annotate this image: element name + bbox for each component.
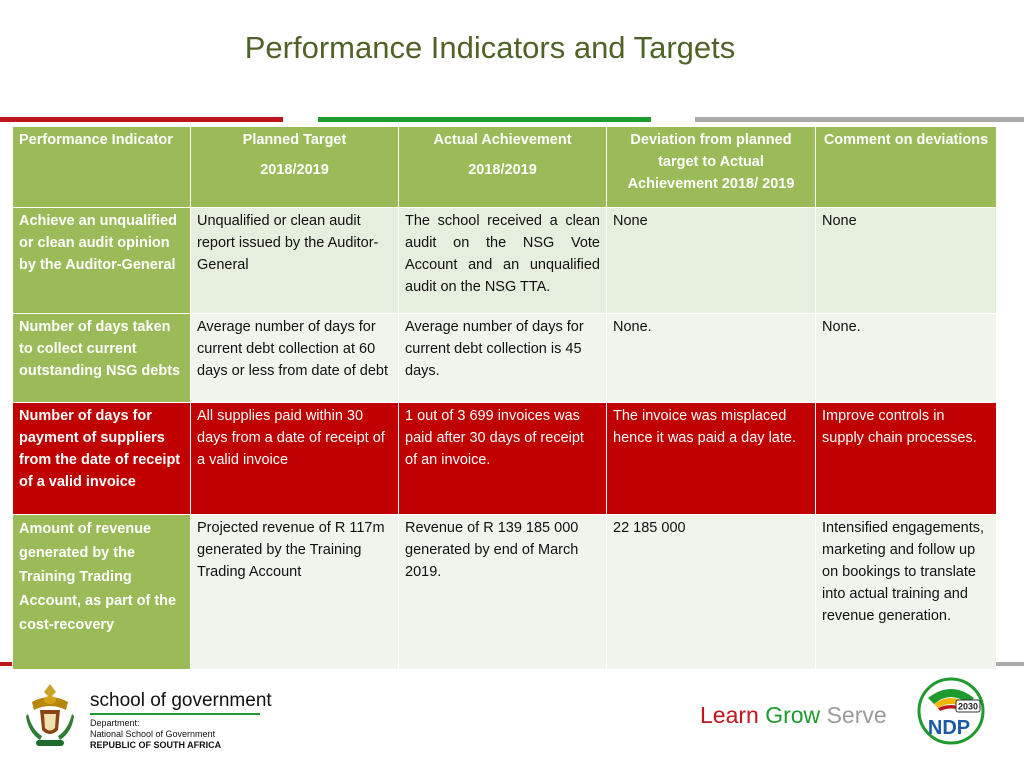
row-planned: Projected revenue of R 117m generated by…	[190, 514, 399, 670]
divider-red	[0, 117, 283, 122]
row-deviation: None	[606, 207, 816, 314]
row-indicator: Number of days taken to collect current …	[12, 313, 191, 403]
row-comment: None	[815, 207, 997, 314]
header-indicator: Performance Indicator	[12, 126, 191, 208]
tagline-grow: Grow	[765, 702, 821, 728]
footer-divider-gray	[996, 662, 1024, 666]
tagline: Learn Grow Serve	[700, 702, 887, 729]
row-indicator: Achieve an unqualified or clean audit op…	[12, 207, 191, 314]
page-title: Performance Indicators and Targets	[244, 30, 736, 65]
tagline-learn: Learn	[700, 702, 759, 728]
performance-table: Performance Indicator Planned Target 2018…	[12, 126, 997, 670]
row-actual: Average number of days for current debt …	[398, 313, 607, 403]
ndp-text: NDP	[928, 717, 970, 739]
row-actual: Revenue of R 139 185 000 generated by en…	[398, 514, 607, 670]
row-comment: Intensified engagements, marketing and f…	[815, 514, 997, 670]
org-name: school of government	[90, 690, 272, 711]
ndp-logo: 2030 NDP	[917, 677, 985, 745]
footer-divider-red	[0, 662, 12, 666]
row-indicator: Number of days for payment of suppliers …	[12, 402, 191, 515]
header-comment: Comment on deviations	[815, 126, 997, 208]
row-actual: 1 out of 3 699 invoices was paid after 3…	[398, 402, 607, 515]
row-deviation: 22 185 000	[606, 514, 816, 670]
header-deviation: Deviation from planned target to Actual …	[606, 126, 816, 208]
country-name: REPUBLIC OF SOUTH AFRICA	[90, 740, 222, 750]
divider-green	[318, 117, 651, 122]
header-actual: Actual Achievement 2018/2019	[398, 126, 607, 208]
header-actual-year: 2018/2019	[468, 162, 537, 178]
row-indicator: Amount of revenue generated by the Train…	[12, 514, 191, 670]
coat-of-arms-logo	[26, 684, 74, 746]
ndp-year: 2030	[958, 702, 978, 712]
table-row: Number of days taken to collect current …	[12, 313, 997, 403]
table-header-row: Performance Indicator Planned Target 2018…	[12, 126, 997, 208]
divider-gray	[695, 117, 1024, 122]
row-deviation: None.	[606, 313, 816, 403]
row-comment: None.	[815, 313, 997, 403]
department-label: Department:	[90, 718, 140, 728]
tagline-serve: Serve	[826, 702, 887, 728]
org-underline	[90, 713, 260, 715]
row-planned: Unqualified or clean audit report issued…	[190, 207, 399, 314]
department-name: National School of Government	[90, 729, 216, 739]
row-planned: All supplies paid within 30 days from a …	[190, 402, 399, 515]
header-planned-year: 2018/2019	[260, 162, 329, 178]
row-deviation: The invoice was misplaced hence it was p…	[606, 402, 816, 515]
header-planned: Planned Target 2018/2019	[190, 126, 399, 208]
department-info: Department: National School of Governmen…	[90, 718, 221, 751]
row-planned: Average number of days for current debt …	[190, 313, 399, 403]
table-row: Amount of revenue generated by the Train…	[12, 514, 997, 670]
table-row-highlighted: Number of days for payment of suppliers …	[12, 402, 997, 515]
row-comment: Improve controls in supply chain process…	[815, 402, 997, 515]
row-actual: The school received a clean audit on the…	[398, 207, 607, 314]
table-row: Achieve an unqualified or clean audit op…	[12, 207, 997, 314]
